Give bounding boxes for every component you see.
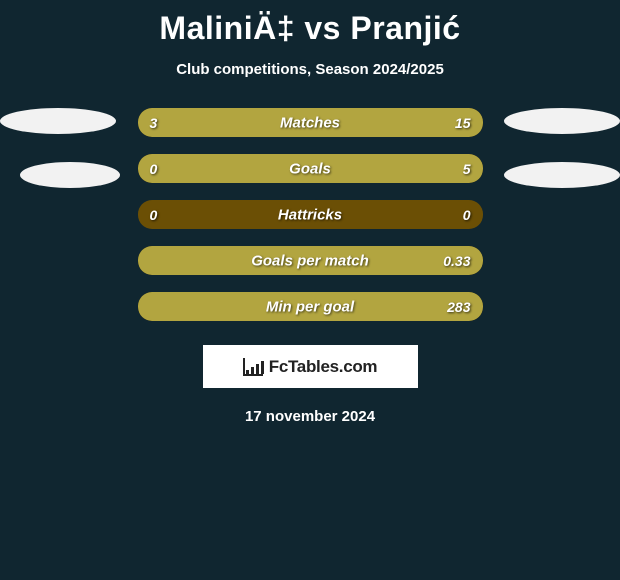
stat-row: Goals per match 0.33 (138, 246, 483, 275)
avatar-placeholder (0, 108, 116, 134)
stat-value-right: 0.33 (443, 253, 470, 269)
page-title: MaliniÄ‡ vs Pranjić (159, 10, 460, 47)
stat-value-right: 5 (463, 161, 471, 177)
stat-value-left: 0 (150, 207, 158, 223)
stat-row: 0 Goals 5 (138, 154, 483, 183)
bar-fill-left (138, 108, 197, 137)
branding-text: FcTables.com (269, 357, 378, 377)
stat-label: Goals per match (251, 252, 369, 269)
stat-bars: 3 Matches 15 0 Goals 5 0 Hattricks 0 Goals per ma… (138, 108, 483, 321)
stat-row: Min per goal 283 (138, 292, 483, 321)
right-player-avatars (500, 108, 620, 188)
stat-value-right: 15 (455, 115, 471, 131)
stat-row: 3 Matches 15 (138, 108, 483, 137)
left-player-avatars (0, 108, 120, 188)
widget-root: MaliniÄ‡ vs Pranjić Club competitions, S… (0, 0, 620, 425)
stat-label: Min per goal (266, 298, 354, 315)
stat-label: Matches (280, 114, 340, 131)
subtitle: Club competitions, Season 2024/2025 (176, 61, 444, 78)
branding-box[interactable]: FcTables.com (203, 345, 418, 388)
stat-value-left: 3 (150, 115, 158, 131)
avatar-placeholder (20, 162, 120, 188)
stat-value-left: 0 (150, 161, 158, 177)
stat-row: 0 Hattricks 0 (138, 200, 483, 229)
avatar-placeholder (504, 162, 620, 188)
stats-area: 3 Matches 15 0 Goals 5 0 Hattricks 0 Goals per ma… (0, 108, 620, 321)
footer-date: 17 november 2024 (245, 408, 375, 425)
stat-value-right: 283 (447, 299, 470, 315)
stat-label: Hattricks (278, 206, 342, 223)
chart-icon (243, 358, 263, 376)
stat-label: Goals (289, 160, 331, 177)
stat-value-right: 0 (463, 207, 471, 223)
avatar-placeholder (504, 108, 620, 134)
